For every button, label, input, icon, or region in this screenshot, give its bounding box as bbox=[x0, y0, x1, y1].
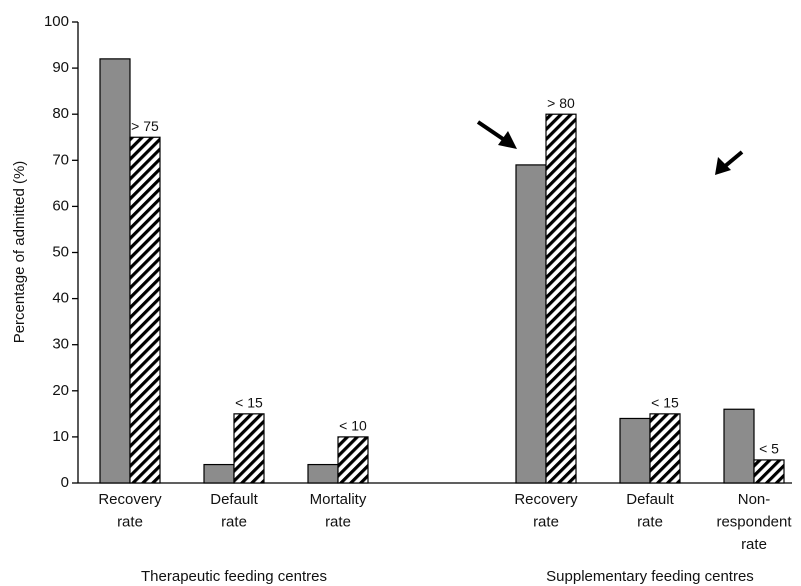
bar bbox=[649, 413, 681, 484]
y-tick-label: 0 bbox=[61, 474, 69, 491]
y-tick-label: 70 bbox=[52, 151, 69, 168]
x-tick-label: rate bbox=[741, 536, 767, 553]
x-tick-label: Mortality bbox=[310, 491, 367, 508]
x-tick-label: rate bbox=[325, 513, 351, 530]
arrow bbox=[476, 120, 517, 149]
group-label: Supplementary feeding centres bbox=[546, 568, 754, 585]
bar bbox=[545, 113, 577, 484]
bar bbox=[99, 58, 131, 484]
value-label: < 10 bbox=[339, 418, 367, 434]
y-tick-label: 100 bbox=[44, 13, 69, 30]
bar bbox=[723, 408, 755, 484]
bar bbox=[515, 164, 547, 484]
x-tick-label: rate bbox=[117, 513, 143, 530]
x-tick-label: rate bbox=[637, 513, 663, 530]
x-tick-label: Recovery bbox=[514, 491, 578, 508]
y-tick-label: 90 bbox=[52, 59, 69, 76]
y-tick-label: 10 bbox=[52, 428, 69, 445]
bar bbox=[233, 413, 265, 484]
value-label: < 5 bbox=[759, 441, 779, 457]
group-label: Therapeutic feeding centres bbox=[141, 568, 327, 585]
x-tick-label: Recovery bbox=[98, 491, 162, 508]
y-tick-label: 60 bbox=[52, 197, 69, 214]
x-tick-label: rate bbox=[533, 513, 559, 530]
y-tick-label: 20 bbox=[52, 382, 69, 399]
y-tick-label: 40 bbox=[52, 290, 69, 307]
value-label: < 15 bbox=[235, 395, 263, 411]
bar bbox=[129, 136, 161, 484]
bar bbox=[203, 463, 235, 484]
x-tick-label: respondent bbox=[716, 513, 792, 530]
y-tick-label: 30 bbox=[52, 336, 69, 353]
y-tick-label: 50 bbox=[52, 243, 69, 260]
x-tick-label: Non- bbox=[738, 491, 771, 508]
bar bbox=[337, 436, 369, 484]
x-tick-label: Default bbox=[626, 491, 674, 508]
x-tick-label: Default bbox=[210, 491, 258, 508]
value-label: < 15 bbox=[651, 395, 679, 411]
bar bbox=[307, 463, 339, 484]
y-axis-label: Percentage of admitted (%) bbox=[11, 161, 28, 344]
value-label: > 80 bbox=[547, 95, 575, 111]
value-label: > 75 bbox=[131, 118, 159, 134]
bar bbox=[753, 459, 785, 484]
arrow bbox=[715, 150, 744, 175]
bar bbox=[619, 417, 651, 484]
y-tick-label: 80 bbox=[52, 105, 69, 122]
x-tick-label: rate bbox=[221, 513, 247, 530]
